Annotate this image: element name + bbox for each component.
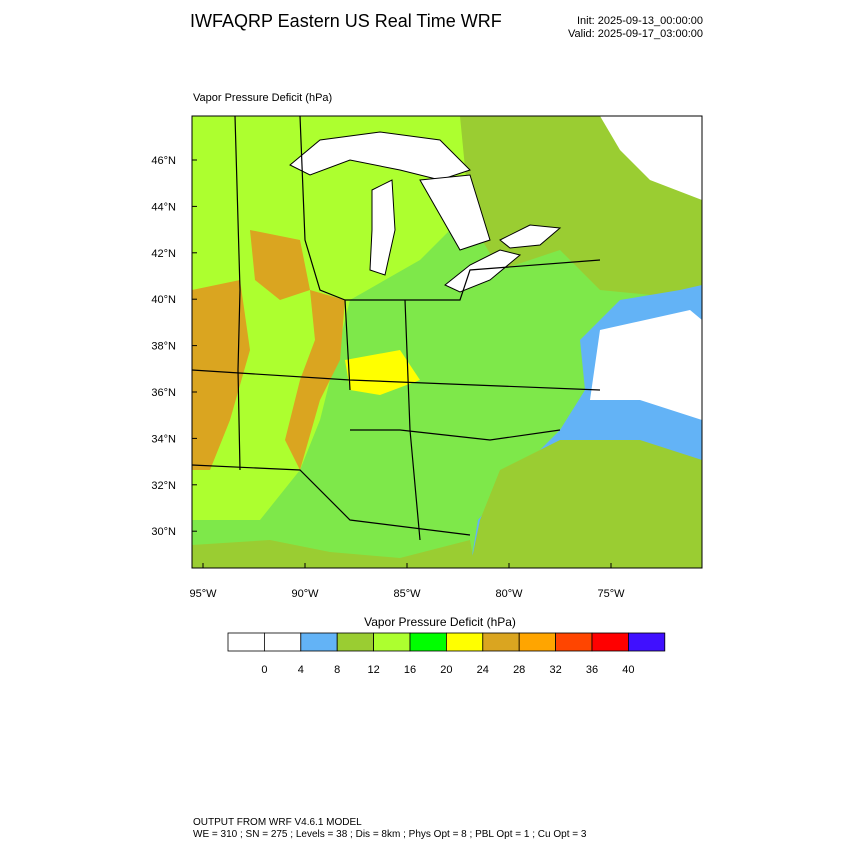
lat-label: 34°N bbox=[151, 433, 176, 445]
mid-vpd bbox=[345, 350, 420, 395]
colorbar-tick-label: 8 bbox=[334, 664, 340, 676]
colorbar-box bbox=[445, 632, 484, 652]
atlantic-green bbox=[470, 440, 702, 568]
lon-label: 80°W bbox=[495, 588, 523, 600]
low-vpd bbox=[600, 116, 702, 200]
lat-label: 36°N bbox=[151, 387, 176, 399]
lon-label: 85°W bbox=[393, 588, 421, 600]
lat-label: 32°N bbox=[151, 480, 176, 492]
colorbar-tick-label: 20 bbox=[440, 664, 452, 676]
lake-erie bbox=[444, 249, 522, 293]
lat-label: 44°N bbox=[151, 201, 176, 213]
colorbar-tick-label: 36 bbox=[586, 664, 598, 676]
colorbar-box bbox=[482, 632, 520, 652]
state-borders bbox=[192, 116, 601, 541]
colorbar-tick-label: 32 bbox=[549, 664, 561, 676]
colorbar-box bbox=[227, 632, 265, 652]
colorbar-title: Vapor Pressure Deficit (hPa) bbox=[364, 615, 516, 629]
lake-ontario bbox=[499, 224, 562, 249]
lat-label: 30°N bbox=[151, 526, 176, 538]
colorbar-box bbox=[628, 632, 666, 652]
map-frame bbox=[191, 115, 703, 569]
colorbar-box bbox=[555, 632, 593, 652]
gulf bbox=[192, 540, 475, 568]
lon-label: 95°W bbox=[189, 588, 217, 600]
colorbar-tick-label: 12 bbox=[367, 664, 379, 676]
lake-michigan bbox=[369, 179, 396, 276]
lon-label: 75°W bbox=[597, 588, 625, 600]
title: IWFAQRP Eastern US Real Time WRF bbox=[190, 11, 502, 31]
high-vpd bbox=[250, 230, 310, 300]
colorbar-tick-label: 4 bbox=[298, 664, 304, 676]
high-vpd bbox=[192, 280, 250, 470]
lon-label: 90°W bbox=[291, 588, 319, 600]
footer-line: OUTPUT FROM WRF V4.6.1 MODEL bbox=[193, 817, 362, 828]
valid-time: Valid: 2025-09-17_03:00:00 bbox=[568, 28, 703, 40]
colorbar-tick-label: 24 bbox=[477, 664, 489, 676]
colorbar-box bbox=[373, 632, 411, 652]
colorbar-box bbox=[263, 632, 302, 652]
colorbar-box bbox=[409, 632, 447, 652]
footer-line: WE = 310 ; SN = 275 ; Levels = 38 ; Dis … bbox=[193, 829, 587, 840]
high-vpd bbox=[285, 290, 345, 470]
colorbar-box bbox=[518, 632, 557, 652]
lat-label: 42°N bbox=[151, 248, 176, 260]
colorbar-box bbox=[591, 632, 629, 652]
map bbox=[191, 115, 703, 569]
lake-superior bbox=[289, 131, 471, 181]
map-subtitle: Vapor Pressure Deficit (hPa) bbox=[193, 92, 332, 104]
colorbar-tick-label: 0 bbox=[261, 664, 267, 676]
lat-label: 40°N bbox=[151, 294, 176, 306]
atlantic-low bbox=[590, 310, 702, 420]
lat-label: 46°N bbox=[151, 155, 176, 167]
colorbar-tick-label: 16 bbox=[404, 664, 416, 676]
colorbar-tick-label: 28 bbox=[513, 664, 525, 676]
init-time: Init: 2025-09-13_00:00:00 bbox=[577, 15, 703, 27]
colorbar-tick-label: 40 bbox=[622, 664, 634, 676]
lake-huron bbox=[419, 174, 491, 251]
colorbar-box bbox=[336, 632, 375, 652]
colorbar-box bbox=[300, 632, 338, 652]
lat-label: 38°N bbox=[151, 341, 176, 353]
